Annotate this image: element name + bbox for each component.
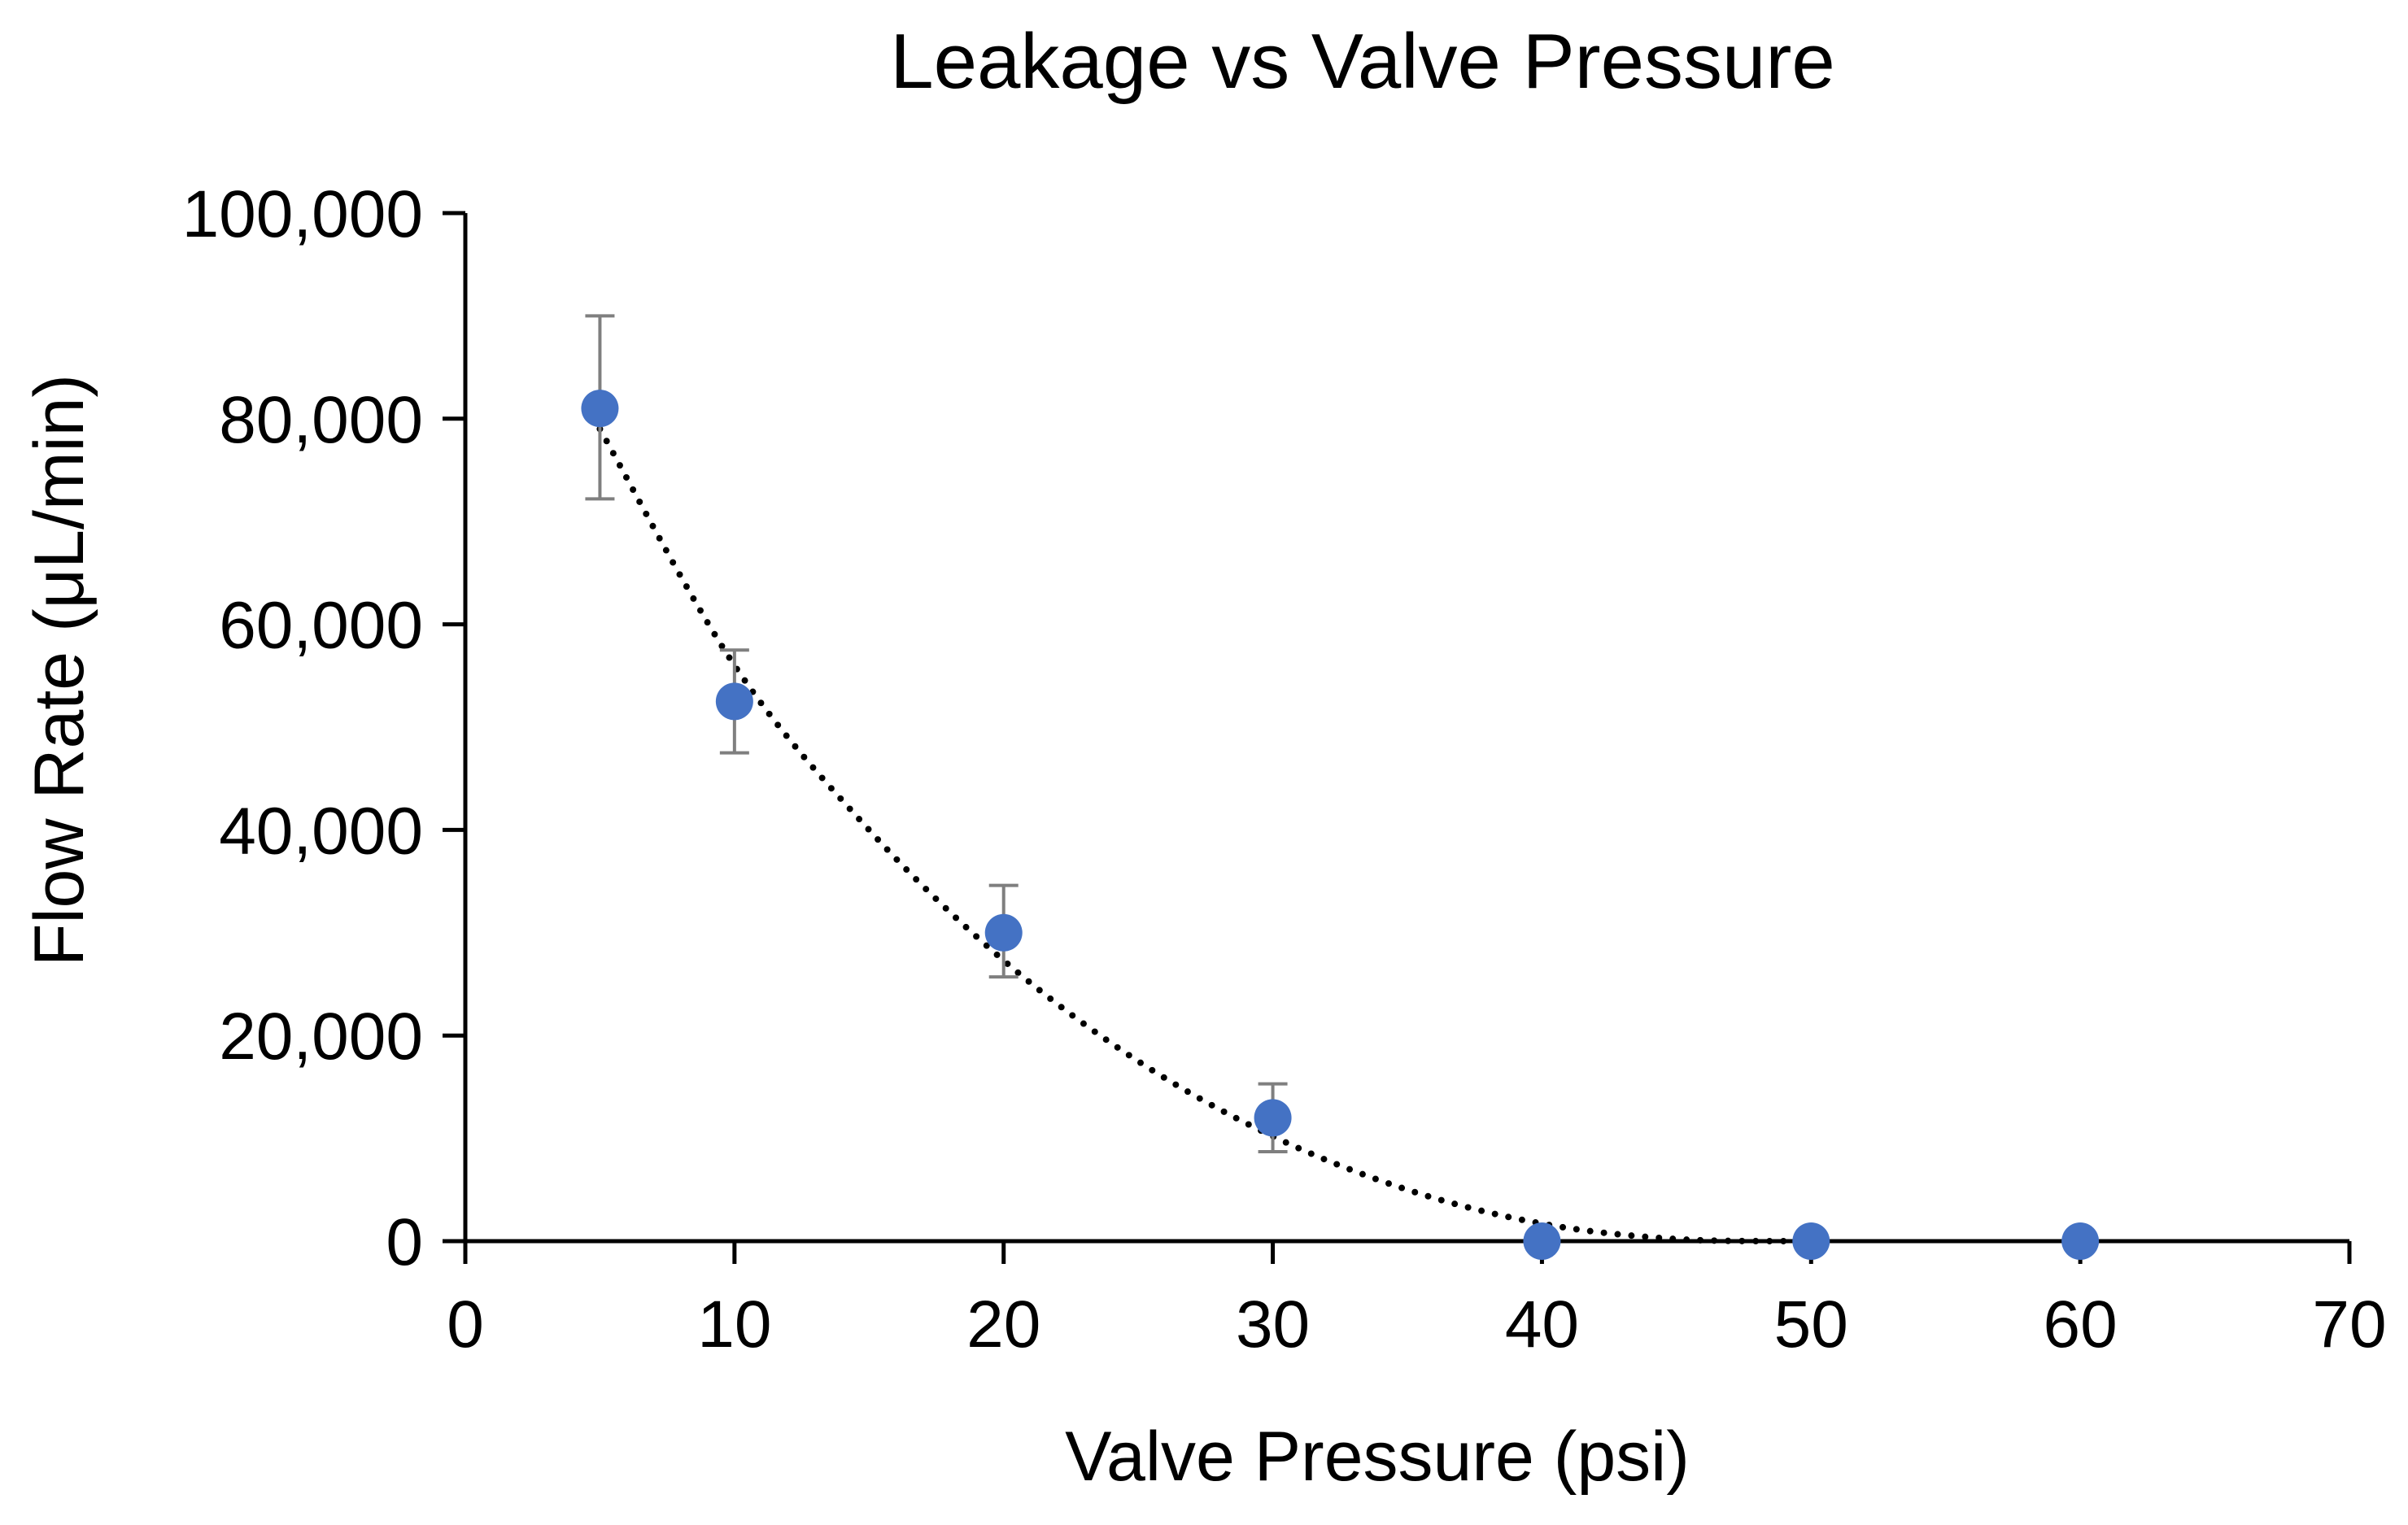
chart-title: Leakage vs Valve Pressure (890, 18, 1835, 105)
data-points (581, 390, 2100, 1260)
y-tick-label: 80,000 (219, 383, 423, 457)
data-point (2061, 1222, 2100, 1260)
data-point (1792, 1222, 1830, 1260)
x-tick-label: 0 (447, 1288, 484, 1362)
axes (463, 213, 2349, 1244)
trendline (596, 425, 1815, 1244)
x-tick-label: 50 (1774, 1288, 1848, 1362)
x-axis-ticks: 0 10 20 30 40 50 60 70 (447, 1241, 2387, 1362)
y-tick-label: 40,000 (219, 794, 423, 868)
y-tick-label: 60,000 (219, 589, 423, 663)
y-axis-label: Flow Rate (μL/min) (20, 374, 98, 966)
x-tick-label: 10 (697, 1288, 771, 1362)
x-tick-label: 70 (2312, 1288, 2386, 1362)
data-point (1254, 1099, 1292, 1137)
data-point (581, 390, 619, 428)
x-axis-label: Valve Pressure (psi) (1065, 1418, 1690, 1496)
x-tick-label: 40 (1505, 1288, 1579, 1362)
trendline-path (596, 425, 1815, 1244)
x-tick-label: 60 (2044, 1288, 2118, 1362)
data-point (984, 913, 1023, 952)
error-bars (585, 314, 1288, 1154)
y-tick-label: 20,000 (219, 1000, 423, 1074)
y-tick-label: 0 (386, 1205, 423, 1279)
x-tick-label: 20 (966, 1288, 1040, 1362)
y-tick-label: 100,000 (182, 177, 423, 251)
data-point (1523, 1222, 1561, 1260)
y-axis-ticks: 0 20,000 40,000 60,000 80,000 100,000 (182, 177, 465, 1279)
x-tick-label: 30 (1236, 1288, 1310, 1362)
data-point (715, 682, 753, 721)
